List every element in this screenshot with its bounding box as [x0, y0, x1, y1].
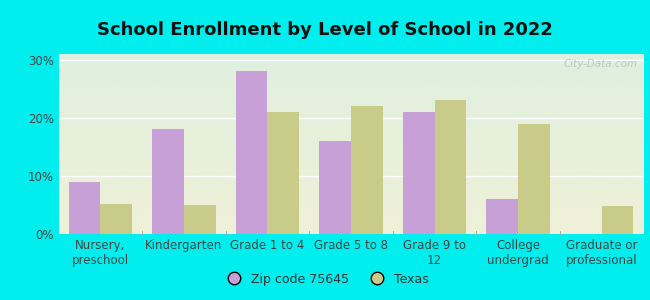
- Legend: Zip code 75645, Texas: Zip code 75645, Texas: [216, 268, 434, 291]
- Text: School Enrollment by Level of School in 2022: School Enrollment by Level of School in …: [97, 21, 553, 39]
- Bar: [68, 182, 100, 234]
- Bar: [518, 124, 550, 234]
- Bar: [602, 206, 634, 234]
- Bar: [100, 204, 132, 234]
- Bar: [351, 106, 383, 234]
- Bar: [486, 199, 518, 234]
- Bar: [152, 130, 184, 234]
- Text: City-Data.com: City-Data.com: [564, 59, 638, 69]
- Bar: [184, 205, 216, 234]
- Bar: [403, 112, 435, 234]
- Bar: [435, 100, 466, 234]
- Bar: [319, 141, 351, 234]
- Bar: [236, 71, 267, 234]
- Bar: [267, 112, 299, 234]
